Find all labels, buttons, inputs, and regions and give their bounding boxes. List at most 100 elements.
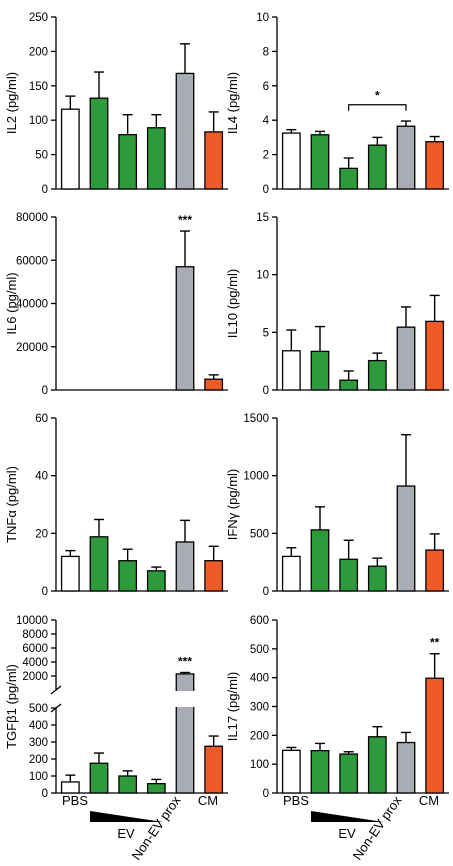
ev-dose-wedge [90,811,163,822]
bar [367,144,387,190]
bar [204,745,224,794]
bar [310,350,330,391]
y-axis-label: IL2 (pg/ml) [4,72,19,134]
bar [60,108,80,190]
ev-dose-wedge [311,811,384,822]
bar [175,541,195,592]
bar [281,749,301,794]
y-tick-label: 200 [29,754,48,766]
axis-break-mark [50,685,62,695]
bar [396,125,416,190]
y-tick-label: 20000 [16,342,48,354]
chart-panel-3: 0 20000 40000 60000 80000 IL6 (pg/ml) *** [4,212,228,397]
chart-panel-7: 2000 4000 6000 8000 10000 0 100 200 300 400 500 TGF… [4,615,228,800]
bar [339,558,359,592]
bar [118,775,138,794]
x-label-nonev: Non-EV prox [349,793,404,863]
y-tick-label: 150 [29,81,48,93]
y-tick-label: 6 [263,81,269,93]
x-labels-left: PBS EV Non-EV prox CM [62,793,218,863]
y-tick-label: 5 [263,327,269,339]
y-tick-label: 8 [263,46,269,58]
significance-stars: ** [430,636,440,650]
y-tick-label: 0 [263,385,269,397]
chart-panel-1: 0 50 100 150 200 250 IL2 (pg/ml) [4,12,228,196]
y-tick-label: 200 [29,46,48,58]
y-tick-label: 1500 [243,413,269,425]
bar [425,549,445,592]
y-axis-label: TGFβ1 (pg/ml) [4,664,19,749]
y-axis-label: IL10 (pg/ml) [225,269,240,338]
y-axis-label: IL17 (pg/ml) [225,672,240,741]
bar [310,749,330,794]
y-tick-label: 400 [250,673,269,685]
bar [367,736,387,794]
y-tick-label: 0 [263,788,269,800]
chart-panel-2: 0 2 4 6 8 10 IL4 (pg/ml) * [225,12,449,196]
y-tick-label: 15 [256,212,269,224]
x-label-pbs: PBS [62,793,88,808]
x-label-nonev: Non-EV prox [128,793,183,863]
y-axis-label: IL6 (pg/ml) [4,272,19,334]
x-labels-right: PBS EV Non-EV prox CM [283,793,439,863]
bar [281,555,301,592]
y-axis-label: IFNγ (pg/ml) [225,469,240,541]
y-tick-label: 300 [250,702,269,714]
bar [281,350,301,391]
y-tick-label: 100 [250,759,269,771]
x-label-cm: CM [419,793,439,808]
significance-stars: * [375,89,380,103]
y-tick-label: 0 [263,184,269,196]
significance-bracket [348,104,407,111]
bar [146,570,166,592]
y-tick-label: 60000 [16,255,48,267]
bar [89,97,109,190]
x-label-cm: CM [198,793,218,808]
bar [310,134,330,190]
y-tick-label: 4000 [22,657,48,669]
bar [118,133,138,190]
bar [310,529,330,592]
y-tick-label: 500 [250,528,269,540]
bar [204,131,224,190]
y-tick-label: 10000 [16,615,48,627]
y-tick-label: 8000 [22,629,48,641]
y-tick-label: 80000 [16,212,48,224]
y-tick-label: 200 [250,730,269,742]
y-tick-label: 4 [263,115,270,127]
chart-panel-4: 0 5 10 15 IL10 (pg/ml) [225,212,449,397]
bar [146,127,166,190]
y-tick-label: 0 [263,586,269,598]
bar [146,783,166,794]
y-tick-label: 2 [263,150,269,162]
y-tick-label: 40 [35,471,48,483]
x-label-ev: EV [338,826,356,841]
bar [60,781,80,794]
bar [425,141,445,190]
chart-panel-6: 0 500 1000 1500 IFNγ (pg/ml) [225,413,449,598]
bar [204,560,224,592]
chart-panel-8: 0 100 200 300 400 500 600 IL17 (pg/ml) ** [225,615,449,800]
y-tick-label: 100 [29,771,48,783]
bar [175,72,195,190]
y-axis-label: IL4 (pg/ml) [225,72,240,134]
bar [367,565,387,592]
significance-stars: *** [178,655,192,669]
bar [118,560,138,592]
y-tick-label: 0 [42,184,48,196]
y-tick-label: 2000 [22,671,48,683]
x-label-ev: EV [117,826,135,841]
y-tick-label: 20 [35,528,48,540]
bar [396,326,416,391]
y-tick-label: 100 [29,115,48,127]
y-tick-label: 500 [250,644,269,656]
y-tick-label: 60 [35,413,48,425]
significance-stars: *** [178,213,192,227]
y-tick-label: 6000 [22,643,48,655]
y-tick-label: 50 [35,150,48,162]
y-tick-label: 600 [250,615,269,627]
y-axis-label: TNFα (pg/ml) [4,466,19,543]
bar [339,753,359,794]
y-tick-label: 1000 [243,471,269,483]
y-tick-label: 0 [42,586,48,598]
